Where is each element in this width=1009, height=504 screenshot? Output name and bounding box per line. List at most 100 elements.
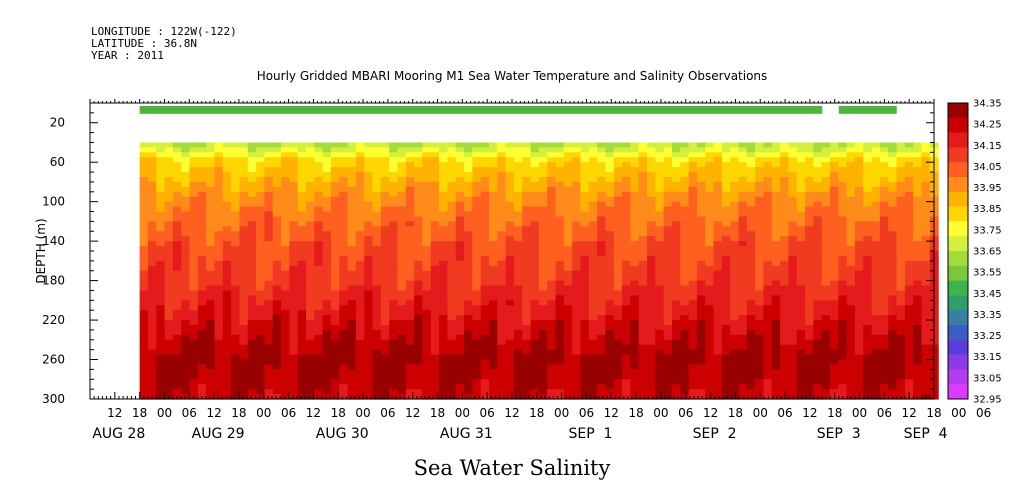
heatmap-cell bbox=[422, 186, 432, 193]
heatmap-cell bbox=[746, 152, 756, 158]
heatmap-cell bbox=[630, 394, 640, 400]
heatmap-cell bbox=[630, 315, 640, 321]
heatmap-cell bbox=[480, 280, 490, 287]
heatmap-cell bbox=[455, 315, 465, 321]
heatmap-cell bbox=[389, 186, 399, 193]
heatmap-cell bbox=[156, 251, 166, 257]
heatmap-cell bbox=[680, 354, 690, 361]
heatmap-cell bbox=[746, 374, 756, 380]
heatmap-cell bbox=[164, 142, 174, 148]
heatmap-cell bbox=[746, 384, 756, 390]
heatmap-cell bbox=[630, 260, 640, 267]
heatmap-cell bbox=[796, 275, 806, 282]
heatmap-cell bbox=[830, 152, 839, 158]
heatmap-cell bbox=[397, 339, 407, 346]
heatmap-cell bbox=[647, 354, 656, 361]
heatmap-cell bbox=[530, 181, 540, 188]
heatmap-cell bbox=[522, 364, 532, 370]
heatmap-cell bbox=[597, 246, 607, 252]
heatmap-cell bbox=[663, 285, 673, 292]
heatmap-cell bbox=[389, 270, 399, 277]
heatmap-cell bbox=[563, 172, 573, 178]
heatmap-cell bbox=[397, 354, 407, 361]
heatmap-cell bbox=[888, 172, 898, 178]
heatmap-cell bbox=[813, 181, 823, 188]
heatmap-cell bbox=[730, 369, 740, 375]
heatmap-cell bbox=[264, 339, 274, 346]
heatmap-cell bbox=[780, 241, 790, 247]
heatmap-cell bbox=[630, 349, 640, 356]
heatmap-cell bbox=[455, 206, 465, 213]
heatmap-cell bbox=[879, 201, 889, 208]
heatmap-cell bbox=[638, 290, 648, 296]
heatmap-cell bbox=[680, 211, 690, 218]
heatmap-cell bbox=[522, 344, 532, 351]
heatmap-cell bbox=[464, 167, 473, 173]
heatmap-cell bbox=[214, 280, 224, 287]
heatmap-cell bbox=[913, 251, 923, 257]
heatmap-cell bbox=[455, 157, 465, 163]
heatmap-cell bbox=[647, 211, 656, 218]
heatmap-cell bbox=[605, 285, 615, 292]
heatmap-cell bbox=[788, 196, 798, 203]
heatmap-cell bbox=[913, 172, 923, 178]
heatmap-cell bbox=[464, 305, 473, 311]
heatmap-cell bbox=[256, 329, 266, 336]
heatmap-cell bbox=[430, 255, 440, 262]
heatmap-cell bbox=[222, 389, 232, 395]
heatmap-cell bbox=[364, 177, 374, 183]
heatmap-cell bbox=[380, 295, 390, 301]
heatmap-cell bbox=[580, 211, 590, 218]
heatmap-cell bbox=[281, 280, 290, 287]
heatmap-cell bbox=[780, 270, 790, 277]
heatmap-cell bbox=[272, 285, 282, 292]
heatmap-cell bbox=[397, 325, 407, 331]
heatmap-cell bbox=[488, 344, 498, 351]
heatmap-cell bbox=[888, 241, 898, 247]
heatmap-cell bbox=[713, 275, 723, 282]
heatmap-cell bbox=[364, 359, 374, 366]
heatmap-cell bbox=[488, 206, 498, 213]
heatmap-cell bbox=[896, 167, 906, 173]
heatmap-cell bbox=[231, 147, 241, 153]
heatmap-cell bbox=[688, 285, 698, 292]
heatmap-cell bbox=[247, 285, 257, 292]
heatmap-cell bbox=[397, 181, 407, 188]
heatmap-cell bbox=[572, 344, 582, 351]
heatmap-cell bbox=[730, 374, 740, 380]
heatmap-cell bbox=[297, 157, 307, 163]
heatmap-cell bbox=[580, 295, 590, 301]
heatmap-cell bbox=[655, 162, 665, 168]
heatmap-cell bbox=[572, 191, 582, 198]
heatmap-cell bbox=[488, 275, 498, 282]
heatmap-cell bbox=[813, 359, 823, 366]
heatmap-cell bbox=[746, 364, 756, 370]
heatmap-cell bbox=[439, 280, 448, 287]
heatmap-cell bbox=[322, 181, 332, 188]
heatmap-cell bbox=[172, 305, 182, 311]
heatmap-cell bbox=[622, 201, 631, 208]
heatmap-cell bbox=[289, 394, 299, 400]
heatmap-cell bbox=[355, 310, 365, 316]
heatmap-cell bbox=[355, 221, 365, 227]
heatmap-cell bbox=[771, 152, 781, 158]
heatmap-cell bbox=[231, 177, 241, 183]
heatmap-cell bbox=[638, 339, 648, 346]
heatmap-cell bbox=[247, 211, 257, 218]
heatmap-cell bbox=[838, 275, 848, 282]
heatmap-cell bbox=[788, 379, 798, 385]
heatmap-cell bbox=[330, 384, 340, 390]
heatmap-cell bbox=[322, 142, 332, 148]
heatmap-cell bbox=[555, 265, 565, 272]
heatmap-cell bbox=[430, 186, 440, 193]
heatmap-cell bbox=[563, 142, 573, 148]
heatmap-cell bbox=[721, 285, 731, 292]
heatmap-cell bbox=[821, 251, 831, 257]
heatmap-cell bbox=[655, 167, 665, 173]
heatmap-cell bbox=[813, 280, 823, 287]
heatmap-cell bbox=[297, 221, 307, 227]
heatmap-cell bbox=[256, 265, 266, 272]
heatmap-cell bbox=[447, 329, 457, 336]
heatmap-cell bbox=[580, 172, 590, 178]
heatmap-cell bbox=[555, 320, 565, 326]
